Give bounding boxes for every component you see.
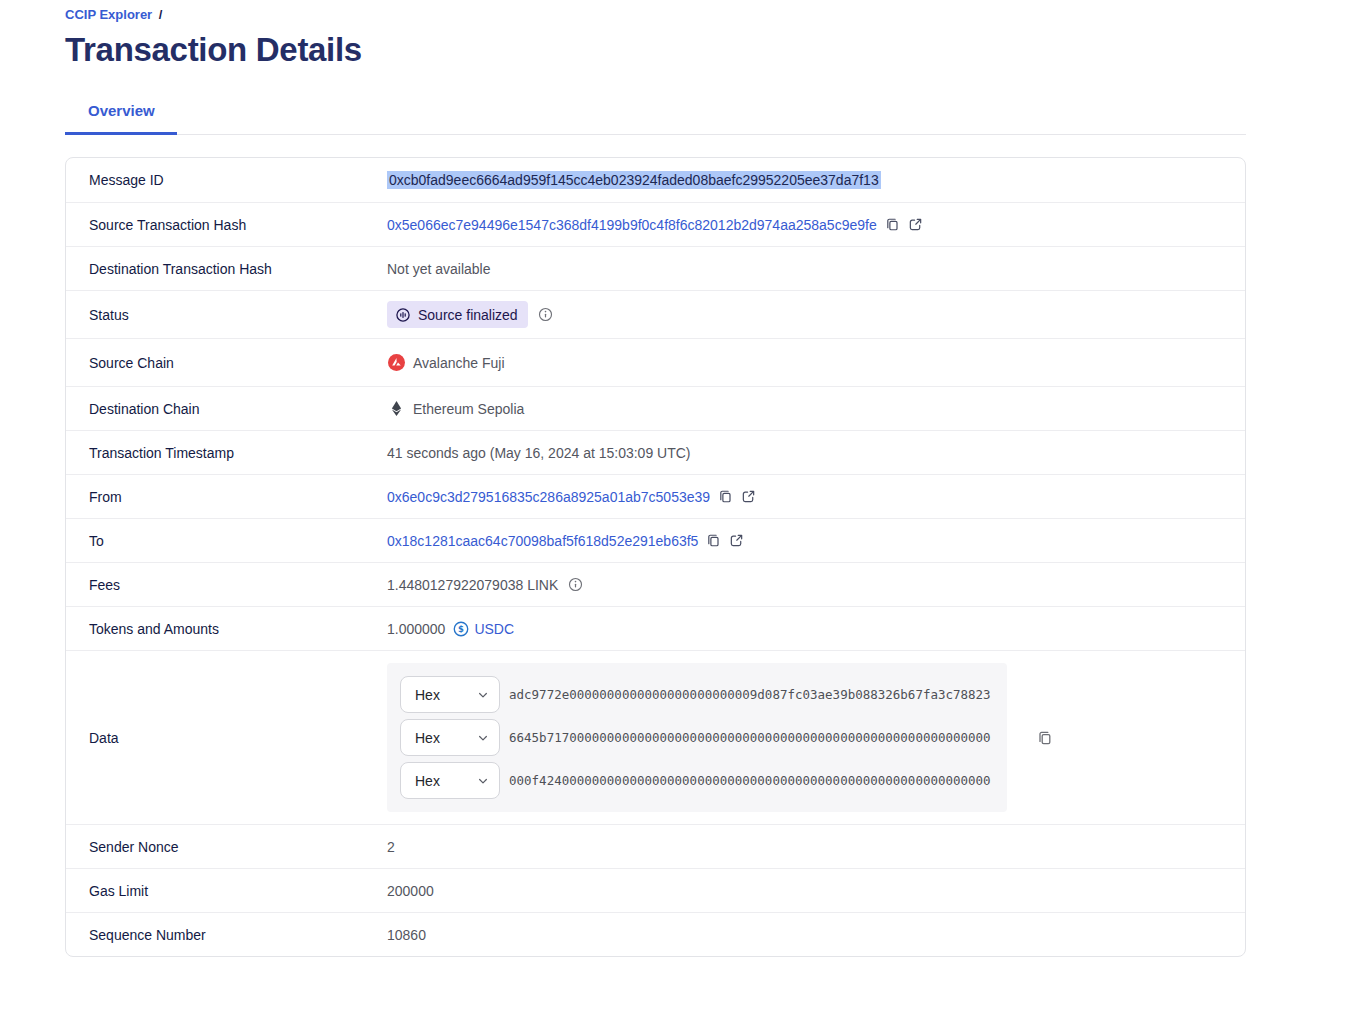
token-amount: 1.000000 (387, 621, 445, 637)
table-row-source-chain: Source Chain Avalanche Fuji (66, 338, 1245, 386)
row-label: Gas Limit (66, 883, 387, 899)
sequence-number-value: 10860 (387, 927, 426, 943)
row-label: Sender Nonce (66, 839, 387, 855)
transaction-details-card: Message ID 0xcb0fad9eec6664ad959f145cc4e… (65, 157, 1246, 957)
row-label: Source Chain (66, 355, 387, 371)
page-content: CCIP Explorer / Transaction Details Over… (65, 0, 1246, 957)
fees-value: 1.4480127922079038 LINK (387, 577, 558, 593)
message-id-value: 0xcb0fad9eec6664ad959f145cc4eb023924fade… (387, 171, 881, 189)
copy-icon[interactable] (885, 217, 900, 232)
avalanche-logo-icon (387, 354, 405, 371)
copy-icon[interactable] (706, 533, 721, 548)
row-label: Destination Transaction Hash (66, 261, 387, 277)
info-icon[interactable] (568, 577, 583, 592)
gas-limit-value: 200000 (387, 883, 434, 899)
table-row-tokens: Tokens and Amounts 1.000000 $ USDC (66, 606, 1245, 650)
waveform-circle-icon (395, 307, 411, 323)
chevron-down-icon (477, 689, 489, 701)
token-symbol-link[interactable]: USDC (474, 621, 514, 637)
sender-nonce-value: 2 (387, 839, 395, 855)
hex-format-select-value: Hex (415, 773, 440, 789)
row-label: Tokens and Amounts (66, 621, 387, 637)
row-label: Data (66, 730, 387, 746)
chevron-down-icon (477, 775, 489, 787)
row-label: Status (66, 307, 387, 323)
table-row-dest-tx-hash: Destination Transaction Hash Not yet ava… (66, 246, 1245, 290)
data-hex-value: adc9772e0000000000000000000000009d087fc0… (509, 687, 991, 702)
table-row-data: Data Hex adc9772e00000000000000000000000… (66, 650, 1245, 824)
row-label: Destination Chain (66, 401, 387, 417)
external-link-icon[interactable] (729, 533, 744, 548)
breadcrumb-separator: / (159, 7, 163, 22)
data-hex-value: 000f424000000000000000000000000000000000… (509, 773, 991, 788)
breadcrumb: CCIP Explorer / (65, 0, 1246, 22)
table-row-dest-chain: Destination Chain Ethereum Sepolia (66, 386, 1245, 430)
source-tx-hash-link[interactable]: 0x5e066ec7e94496e1547c368df4199b9f0c4f8f… (387, 217, 877, 233)
timestamp-value: 41 seconds ago (May 16, 2024 at 15:03:09… (387, 445, 691, 461)
data-hex-panel: Hex adc9772e0000000000000000000000009d08… (387, 663, 1007, 812)
hex-format-select[interactable]: Hex (400, 719, 500, 756)
external-link-icon[interactable] (741, 489, 756, 504)
external-link-icon[interactable] (908, 217, 923, 232)
usdc-logo-icon: $ (453, 621, 469, 637)
data-hex-value: 6645b71700000000000000000000000000000000… (509, 730, 991, 745)
table-row-timestamp: Transaction Timestamp 41 seconds ago (Ma… (66, 430, 1245, 474)
row-label: From (66, 489, 387, 505)
row-label: Fees (66, 577, 387, 593)
data-line: Hex 000f42400000000000000000000000000000… (400, 762, 994, 799)
from-address-link[interactable]: 0x6e0c9c3d279516835c286a8925a01ab7c5053e… (387, 489, 710, 505)
table-row-sequence-number: Sequence Number 10860 (66, 912, 1245, 956)
data-line: Hex adc9772e0000000000000000000000009d08… (400, 676, 994, 713)
row-label: To (66, 533, 387, 549)
status-badge-label: Source finalized (418, 307, 518, 323)
row-label: Source Transaction Hash (66, 217, 387, 233)
copy-icon[interactable] (1037, 730, 1053, 746)
row-label: Sequence Number (66, 927, 387, 943)
table-row-sender-nonce: Sender Nonce 2 (66, 824, 1245, 868)
row-label: Message ID (66, 172, 387, 188)
hex-format-select[interactable]: Hex (400, 676, 500, 713)
table-row-from: From 0x6e0c9c3d279516835c286a8925a01ab7c… (66, 474, 1245, 518)
info-icon[interactable] (538, 307, 553, 322)
table-row-message-id: Message ID 0xcb0fad9eec6664ad959f145cc4e… (66, 158, 1245, 202)
table-row-fees: Fees 1.4480127922079038 LINK (66, 562, 1245, 606)
tab-bar: Overview (65, 102, 1246, 135)
copy-icon[interactable] (718, 489, 733, 504)
dest-tx-hash-value: Not yet available (387, 261, 491, 277)
chevron-down-icon (477, 732, 489, 744)
hex-format-select[interactable]: Hex (400, 762, 500, 799)
table-row-to: To 0x18c1281caac64c70098baf5f618d52e291e… (66, 518, 1245, 562)
svg-text:$: $ (458, 624, 464, 634)
status-badge: Source finalized (387, 301, 528, 328)
page-title: Transaction Details (65, 31, 1246, 69)
table-row-source-tx-hash: Source Transaction Hash 0x5e066ec7e94496… (66, 202, 1245, 246)
row-label: Transaction Timestamp (66, 445, 387, 461)
to-address-link[interactable]: 0x18c1281caac64c70098baf5f618d52e291eb63… (387, 533, 698, 549)
hex-format-select-value: Hex (415, 730, 440, 746)
hex-format-select-value: Hex (415, 687, 440, 703)
breadcrumb-link-ccip-explorer[interactable]: CCIP Explorer (65, 7, 152, 22)
data-line: Hex 6645b7170000000000000000000000000000… (400, 719, 994, 756)
source-chain-value: Avalanche Fuji (413, 355, 505, 371)
ethereum-logo-icon (387, 400, 405, 417)
dest-chain-value: Ethereum Sepolia (413, 401, 524, 417)
table-row-gas-limit: Gas Limit 200000 (66, 868, 1245, 912)
tab-overview[interactable]: Overview (65, 102, 177, 135)
table-row-status: Status Source finalized (66, 290, 1245, 338)
